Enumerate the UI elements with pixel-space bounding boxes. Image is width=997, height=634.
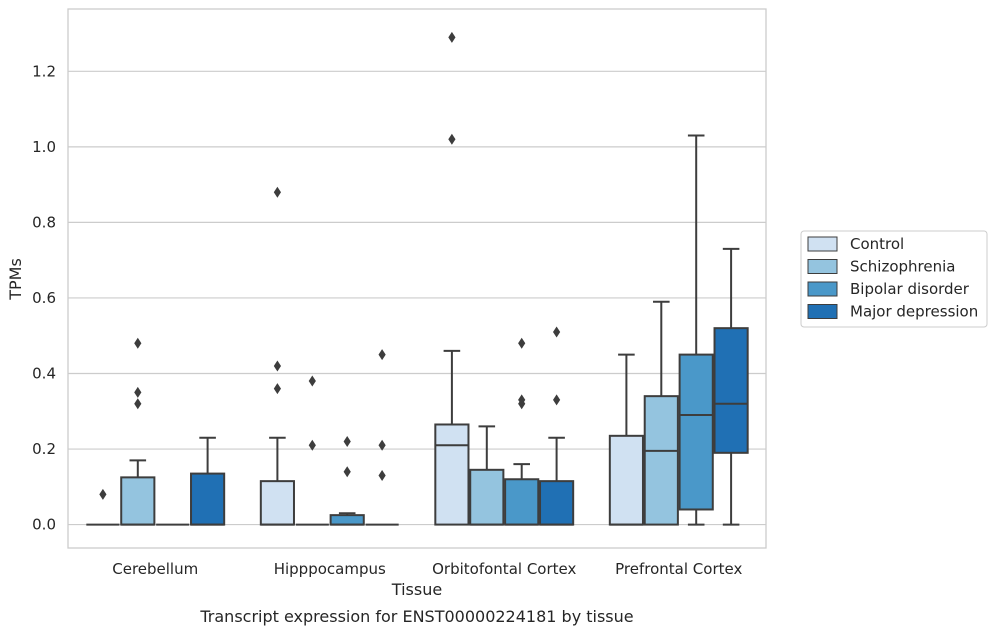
box-0-0	[86, 488, 120, 526]
x-tick-label: Cerebellum	[112, 560, 198, 578]
outlier-point	[343, 466, 351, 478]
y-tick-label: 0.8	[32, 213, 56, 231]
y-tick-labels: 0.0 0.2 0.4 0.6 0.8 1.0 1.2	[32, 62, 56, 533]
x-tick-label: Prefrontal Cortex	[615, 560, 742, 578]
legend-item: Bipolar disorder	[807, 280, 970, 298]
legend-frame	[800, 230, 988, 328]
outlier-point	[273, 360, 281, 372]
outlier-point	[134, 398, 142, 410]
y-tick-label: 0.0	[32, 516, 56, 534]
x-tick-label: Hipppocampus	[274, 560, 386, 578]
legend-label: Control	[850, 235, 904, 253]
legend-swatch	[807, 259, 838, 274]
box-3-1	[643, 300, 679, 526]
outlier-point	[518, 394, 526, 406]
box-body	[434, 423, 470, 526]
box-body	[190, 472, 226, 526]
legend-item: Schizophrenia	[807, 258, 955, 276]
box-3-0	[608, 353, 644, 526]
y-tick-label: 0.4	[32, 364, 56, 382]
box-2-3	[539, 326, 575, 526]
box-body	[120, 476, 156, 526]
box-body	[504, 478, 540, 526]
y-tick-label: 0.6	[32, 289, 56, 307]
box-2-0	[434, 31, 470, 526]
box-body	[539, 480, 575, 526]
x-axis-title: Tissue	[391, 580, 442, 599]
box-body	[713, 327, 749, 454]
box-body	[608, 434, 644, 526]
outlier-point	[448, 133, 456, 145]
x-tick-labels: Cerebellum Hipppocampus Orbitofontal Corte…	[112, 560, 742, 578]
outlier-point	[378, 439, 386, 451]
outlier-point	[273, 186, 281, 198]
plot-frame	[67, 8, 767, 549]
outlier-point	[343, 435, 351, 447]
box-body	[329, 514, 365, 526]
y-tick-label: 1.0	[32, 138, 56, 156]
chart-caption: Transcript expression for ENST0000022418…	[199, 607, 633, 626]
legend-swatch	[807, 304, 838, 319]
y-tick-label: 1.2	[32, 62, 56, 80]
box-2-1	[469, 425, 505, 526]
outlier-point	[134, 337, 142, 349]
y-tick-label: 0.2	[32, 440, 56, 458]
box-body	[259, 480, 295, 526]
outlier-point	[553, 326, 561, 338]
legend-label: Bipolar disorder	[850, 280, 970, 298]
outlier-point	[308, 375, 316, 387]
box-body	[469, 468, 505, 526]
box-3-3	[713, 247, 749, 526]
box-3-2	[678, 134, 714, 526]
outlier-point	[553, 394, 561, 406]
box-1-0	[259, 186, 295, 526]
outlier-point	[378, 469, 386, 481]
y-axis-title: TPMs	[6, 258, 25, 301]
grid-lines	[68, 70, 766, 526]
box-1-1	[295, 375, 329, 526]
outlier-point	[99, 488, 107, 500]
outlier-point	[134, 386, 142, 398]
outlier-point	[448, 31, 456, 43]
x-tick-label: Orbitofontal Cortex	[432, 560, 576, 578]
box-1-2	[329, 435, 365, 526]
outlier-point	[273, 383, 281, 395]
outlier-point	[308, 439, 316, 451]
legend-swatch	[807, 236, 838, 252]
outlier-point	[378, 349, 386, 361]
box-2-2	[504, 337, 540, 526]
legend-item: Major depression	[807, 303, 978, 321]
box-0-3	[190, 436, 226, 526]
box-0-1	[120, 337, 156, 526]
box-body	[643, 395, 679, 526]
legend-label: Schizophrenia	[850, 258, 955, 276]
legend-label: Major depression	[850, 303, 978, 321]
box-layer	[86, 31, 749, 526]
legend: Control Schizophrenia Bipolar disorder Majo…	[800, 230, 988, 328]
legend-swatch	[807, 281, 838, 297]
box-body	[678, 353, 714, 511]
box-1-3	[365, 349, 399, 526]
outlier-point	[518, 337, 526, 349]
legend-item: Control	[807, 235, 904, 253]
